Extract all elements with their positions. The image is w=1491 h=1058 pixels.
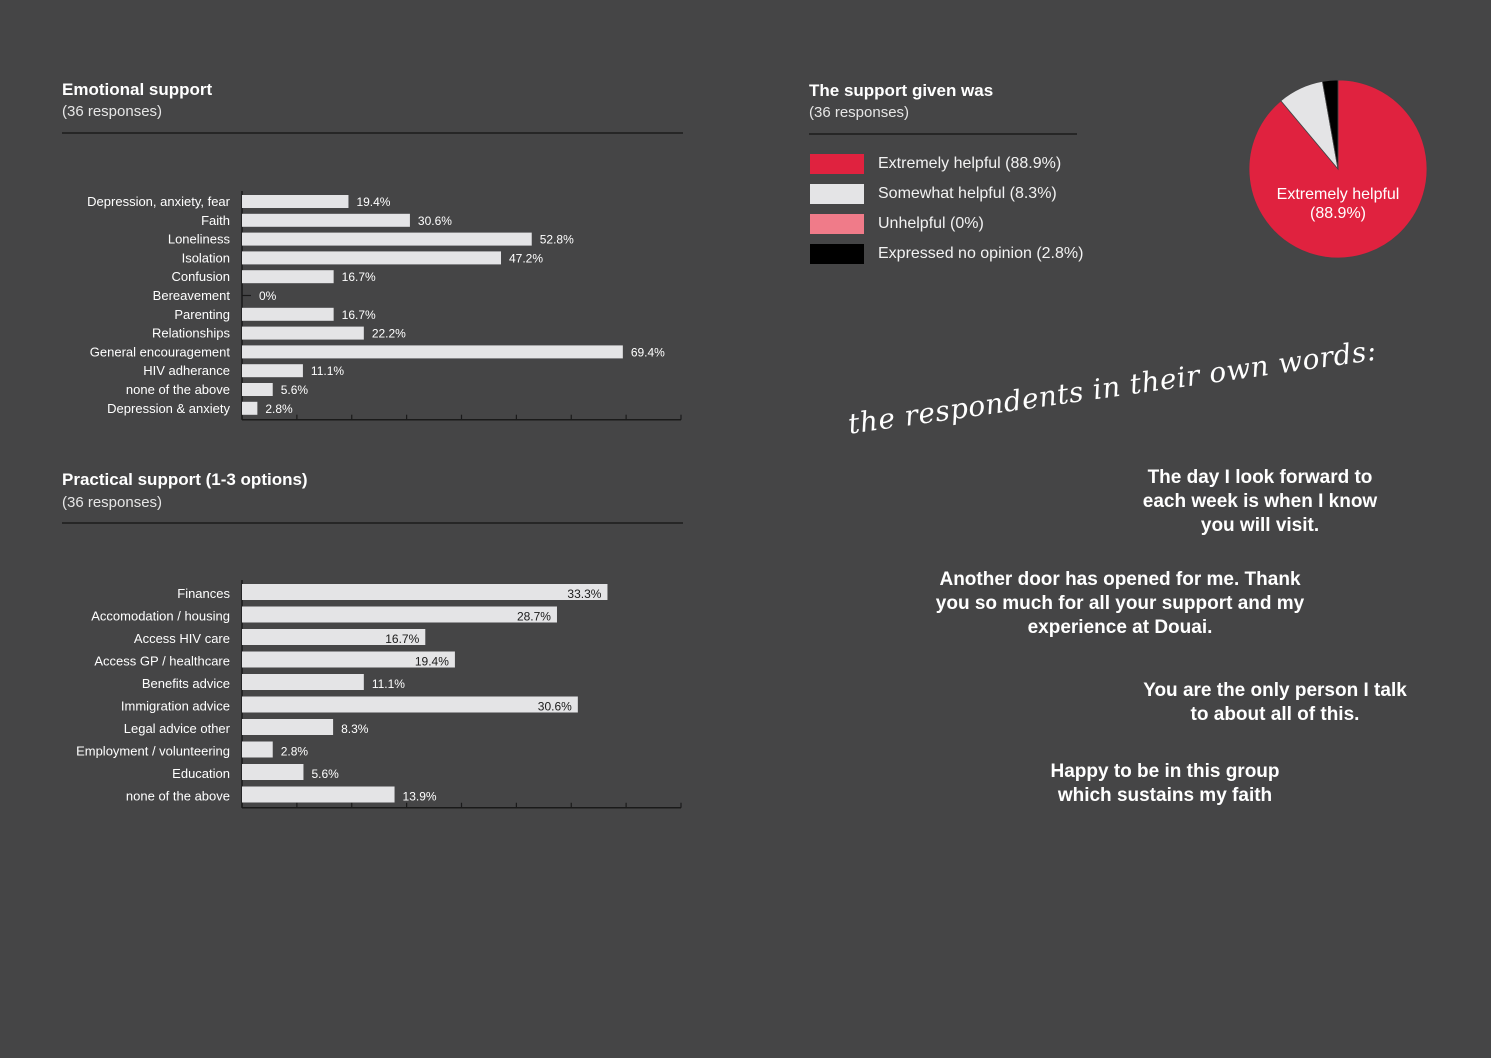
category-label-parenting: Parenting	[174, 307, 230, 322]
value-label-loneliness: 52.8%	[540, 233, 574, 247]
bar-employment-volunteering	[242, 741, 273, 758]
category-label-bereavement: Bereavement	[153, 288, 231, 303]
quote-1: The day I look forward to each week is w…	[1142, 467, 1378, 536]
helpful-chart-title: The support given was	[809, 81, 994, 100]
practical-chart-title: Practical support (1-3 options)	[62, 470, 308, 489]
bar-isolation	[242, 251, 502, 265]
bar-none-of-the-above	[242, 786, 395, 803]
emotional-chart-title: Emotional support	[62, 80, 213, 99]
bar-access-hiv-care	[242, 629, 426, 645]
category-label-access-hiv-care: Access HIV care	[134, 631, 230, 646]
pie-slice-label: (88.9%)	[1310, 205, 1366, 222]
quote-4: Happy to be in this group which sustains…	[1050, 761, 1280, 806]
category-label-immigration-advice: Immigration advice	[121, 699, 230, 714]
legend-label: Somewhat helpful (8.3%)	[878, 185, 1057, 202]
bar-legal-advice-other	[242, 719, 334, 735]
bar-loneliness	[242, 232, 532, 246]
value-label-accomodation-housing: 28.7%	[517, 610, 551, 624]
legend-item-unhelpful-0: Unhelpful (0%)	[810, 213, 984, 235]
category-label-faith: Faith	[201, 213, 230, 228]
category-label-confusion: Confusion	[171, 269, 230, 284]
value-label-education: 5.6%	[311, 767, 339, 781]
category-label-employment-volunteering: Employment / volunteering	[76, 744, 230, 759]
value-label-none-of-the-above: 5.6%	[281, 383, 309, 397]
bar-general-encouragement	[242, 345, 623, 359]
bar-depression-anxiety	[242, 401, 258, 415]
legend-label: Unhelpful (0%)	[878, 215, 984, 232]
legend-swatch	[810, 244, 864, 264]
practical-chart-subtitle: (36 responses)	[62, 494, 163, 511]
value-label-hiv-adherance: 11.1%	[311, 364, 344, 378]
legend-swatch	[810, 184, 864, 204]
value-label-confusion: 16.7%	[342, 270, 376, 284]
bar-faith	[242, 213, 410, 227]
category-label-loneliness: Loneliness	[168, 232, 231, 247]
bar-benefits-advice	[242, 674, 364, 690]
value-label-general-encouragement: 69.4%	[631, 345, 665, 359]
category-label-depression-anxiety-fear: Depression, anxiety, fear	[87, 194, 230, 209]
helpful-chart-subtitle: (36 responses)	[809, 104, 910, 121]
legend-item-somewhat-helpful-8-3: Somewhat helpful (8.3%)	[810, 183, 1057, 205]
practical-bar-chart: Finances 33.3% Accomodation / housing 28.7%…	[76, 580, 682, 809]
value-label-none-of-the-above: 13.9%	[403, 790, 437, 804]
bar-depression-anxiety-fear	[242, 195, 349, 208]
bar-accomodation-housing	[242, 606, 557, 623]
bar-education	[242, 764, 304, 780]
value-label-legal-advice-other: 8.3%	[341, 722, 369, 736]
bar-finances	[242, 584, 608, 600]
value-label-benefits-advice: 11.1%	[372, 677, 405, 691]
bar-confusion	[242, 270, 334, 284]
helpful-chart-rule	[809, 133, 1077, 135]
bar-hiv-adherance	[242, 364, 303, 378]
value-label-depression-anxiety: 2.8%	[265, 402, 293, 416]
emotional-chart-rule	[62, 132, 683, 134]
category-label-depression-anxiety: Depression & anxiety	[107, 401, 230, 416]
category-label-legal-advice-other: Legal advice other	[124, 721, 231, 736]
category-label-accomodation-housing: Accomodation / housing	[91, 609, 230, 624]
emotional-chart-subtitle: (36 responses)	[62, 103, 163, 120]
value-label-finances: 33.3%	[567, 587, 601, 601]
legend-swatch	[810, 154, 864, 174]
legend-label: Expressed no opinion (2.8%)	[878, 245, 1084, 262]
bar-parenting	[242, 307, 334, 321]
pie-slice-label: Extremely helpful	[1277, 186, 1400, 203]
pie-slice-expressed-no-opinion-2-8	[1321, 79, 1339, 170]
value-label-access-gp-healthcare: 19.4%	[415, 655, 449, 669]
quotes-heading: the respondents in their own words:	[846, 333, 1379, 441]
value-label-immigration-advice: 30.6%	[538, 700, 572, 714]
category-label-finances: Finances	[177, 586, 230, 601]
category-label-none-of-the-above: none of the above	[126, 382, 230, 397]
value-label-parenting: 16.7%	[342, 308, 376, 322]
category-label-access-gp-healthcare: Access GP / healthcare	[94, 654, 230, 669]
legend-swatch	[810, 214, 864, 234]
emotional-bar-chart: Depression, anxiety, fear 19.4% Faith 30.6%…	[87, 191, 682, 421]
legend-item-expressed-no-opinion-2-8: Expressed no opinion (2.8%)	[810, 243, 1083, 265]
category-label-benefits-advice: Benefits advice	[142, 676, 230, 691]
legend-label: Extremely helpful (88.9%)	[878, 155, 1062, 172]
category-label-hiv-adherance: HIV adherance	[143, 363, 230, 378]
legend-item-extremely-helpful-88-9: Extremely helpful (88.9%)	[810, 153, 1061, 175]
value-label-faith: 30.6%	[418, 214, 452, 228]
quote-2: Another door has opened for me. Thank yo…	[935, 569, 1305, 638]
value-label-depression-anxiety-fear: 19.4%	[356, 195, 390, 209]
category-label-isolation: Isolation	[182, 250, 230, 265]
practical-chart-rule	[62, 522, 683, 524]
helpful-pie-chart: Extremely helpful (88.9%)	[1248, 79, 1428, 259]
bar-relationships	[242, 326, 364, 340]
category-label-general-encouragement: General encouragement	[90, 344, 231, 359]
bar-immigration-advice	[242, 696, 578, 713]
category-label-none-of-the-above: none of the above	[126, 789, 230, 804]
category-label-education: Education	[172, 766, 230, 781]
value-label-relationships: 22.2%	[372, 327, 406, 341]
bar-access-gp-healthcare	[242, 651, 455, 668]
category-label-relationships: Relationships	[152, 326, 231, 341]
value-label-employment-volunteering: 2.8%	[281, 745, 309, 759]
value-label-bereavement: 0%	[259, 289, 277, 303]
bar-none-of-the-above	[242, 383, 273, 396]
value-label-access-hiv-care: 16.7%	[385, 632, 419, 646]
quote-3: You are the only person I talk to about …	[1143, 680, 1407, 725]
value-label-isolation: 47.2%	[509, 251, 543, 265]
